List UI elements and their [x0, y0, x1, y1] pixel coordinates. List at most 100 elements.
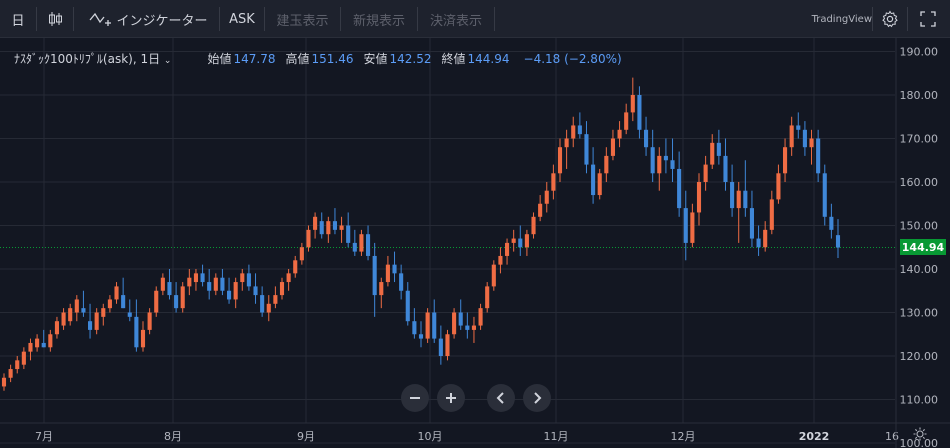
- settings-button[interactable]: [873, 0, 907, 38]
- candle-body: [438, 338, 443, 356]
- zoom-out-button[interactable]: [401, 384, 429, 412]
- chart-settings-button[interactable]: [908, 424, 932, 444]
- low-value: 142.52: [389, 51, 432, 66]
- candle-body: [167, 282, 172, 296]
- candle-body: [107, 299, 112, 309]
- candle-body: [154, 290, 159, 313]
- candle-body: [650, 147, 655, 174]
- candle-body: [630, 95, 635, 113]
- y-tick-label: 190.00: [900, 46, 939, 59]
- candle-body: [425, 312, 430, 339]
- symbol-label: ﾅｽﾀﾞｯｸ100ﾄﾘﾌﾟﾙ(ask), 1日: [14, 52, 161, 66]
- candle-body: [756, 238, 761, 248]
- candles-icon: [49, 12, 62, 26]
- interval-button[interactable]: 日: [0, 0, 36, 38]
- new-order-display-button[interactable]: 新規表示: [341, 0, 417, 38]
- toolbar-divider: [494, 7, 495, 31]
- candle-body: [233, 282, 238, 300]
- x-tick-label: 11月: [544, 430, 569, 443]
- candle-body: [478, 308, 483, 326]
- candle-body: [452, 312, 457, 335]
- indicator-wave-icon: [89, 12, 112, 26]
- toolbar-divider: [219, 7, 220, 31]
- candle-body: [677, 168, 682, 209]
- x-tick-label: 10月: [418, 430, 443, 443]
- candle-body: [339, 225, 344, 230]
- candle-style-button[interactable]: [37, 0, 73, 38]
- chart-legend: ﾅｽﾀﾞｯｸ100ﾄﾘﾌﾟﾙ(ask), 1日 ⌄ 始値 147.78 高値 151…: [14, 50, 622, 67]
- candle-body: [35, 338, 40, 348]
- candle-body: [663, 155, 668, 161]
- fullscreen-button[interactable]: [908, 0, 948, 38]
- plus-icon: [446, 393, 456, 403]
- candle-body: [822, 173, 827, 217]
- candle-body: [392, 264, 397, 274]
- candle-body: [835, 235, 841, 248]
- candle-body: [643, 129, 649, 148]
- toolbar-divider: [907, 7, 908, 31]
- candle-body: [610, 138, 616, 156]
- candle-body: [551, 173, 556, 191]
- candle-body: [160, 277, 165, 291]
- candle-body: [564, 138, 569, 148]
- candle-body: [723, 155, 728, 182]
- close-value: 144.94: [467, 51, 510, 66]
- candle-body: [68, 308, 73, 322]
- x-tick-label: 8月: [164, 430, 182, 443]
- candle-body: [313, 216, 318, 230]
- candle-body: [796, 125, 801, 130]
- candle-body: [207, 282, 212, 291]
- sun-gear-icon: [913, 427, 927, 441]
- candle-body: [584, 134, 589, 165]
- y-tick-label: 130.00: [900, 307, 939, 320]
- indicators-label: インジケーター: [116, 13, 208, 29]
- candle-body: [319, 221, 324, 235]
- y-tick-label: 170.00: [900, 133, 939, 146]
- chevron-down-icon: ⌄: [163, 56, 172, 66]
- candle-body: [557, 147, 563, 174]
- candle-body: [591, 164, 596, 196]
- candlestick-chart[interactable]: 190.00 180.00 170.00 160.00 150.00 140.00 130.…: [0, 38, 950, 448]
- scroll-left-button[interactable]: [487, 384, 515, 412]
- candle-body: [571, 125, 576, 139]
- candle-body: [465, 325, 470, 330]
- ask-button[interactable]: ASK: [220, 0, 264, 38]
- minus-icon: [410, 397, 420, 399]
- candle-body: [518, 238, 523, 248]
- y-tick-label: 100.00: [900, 437, 939, 448]
- candle-body: [306, 229, 311, 248]
- candle-body: [809, 138, 814, 148]
- candle-body: [802, 129, 807, 148]
- interval-label: 日: [11, 13, 25, 29]
- zoom-in-button[interactable]: [437, 384, 465, 412]
- settle-display-button[interactable]: 決済表示: [418, 0, 494, 38]
- open-value: 147.78: [233, 51, 276, 66]
- candle-body: [352, 242, 357, 252]
- candle-body: [140, 329, 146, 348]
- candle-body: [200, 273, 205, 283]
- indicators-button[interactable]: インジケーター: [78, 0, 218, 38]
- candle-body: [458, 312, 463, 326]
- y-tick-label: 160.00: [900, 176, 939, 189]
- low-label: 安値: [363, 52, 388, 66]
- candle-body: [54, 321, 60, 335]
- candle-body: [28, 342, 33, 352]
- y-tick-label: 140.00: [900, 263, 939, 276]
- candle-body: [418, 334, 424, 339]
- y-tick-label: 120.00: [900, 350, 939, 363]
- candle-body: [604, 155, 609, 174]
- candle-body: [829, 216, 834, 230]
- candle-body: [782, 147, 788, 174]
- last-price-tag: 144.94: [900, 239, 946, 255]
- candle-body: [749, 208, 755, 239]
- symbol-name[interactable]: ﾅｽﾀﾞｯｸ100ﾄﾘﾌﾟﾙ(ask), 1日 ⌄: [14, 50, 171, 67]
- position-display-button[interactable]: 建玉表示: [265, 0, 340, 38]
- candle-body: [524, 234, 529, 248]
- candle-body: [94, 312, 99, 330]
- candle-body: [379, 282, 384, 296]
- scroll-right-button[interactable]: [523, 384, 551, 412]
- candle-body: [597, 173, 602, 196]
- toolbar-divider: [340, 7, 341, 31]
- candle-body: [769, 199, 774, 230]
- candle-body: [21, 351, 26, 365]
